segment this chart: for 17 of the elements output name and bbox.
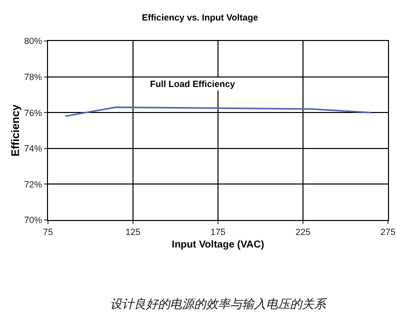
y-tick-label: 80% [24,36,42,46]
x-tick-label: 275 [380,226,396,237]
text: Full Load Efficiency [150,79,236,89]
x-axis-title: Input Voltage (VAC) [172,239,264,250]
line-series [64,106,372,117]
y-tick-label: 76% [24,108,42,118]
y-tick-label: 72% [24,179,42,190]
y-tick-label: 78% [24,72,42,82]
y-tick-label: 70% [24,215,42,226]
y-axis-title: Efficiency [10,104,22,156]
y-tick-label: 74% [24,144,42,154]
x-tick-label: 125 [125,226,141,237]
text: 设计良好的电源的效率与输入电压的关系 [110,297,327,311]
x-tick-label: 75 [42,226,54,237]
chart-title: Efficiency vs. Input Voltage [142,12,258,23]
x-tick-label: 225 [295,226,311,237]
x-tick-label: 175 [210,226,226,237]
